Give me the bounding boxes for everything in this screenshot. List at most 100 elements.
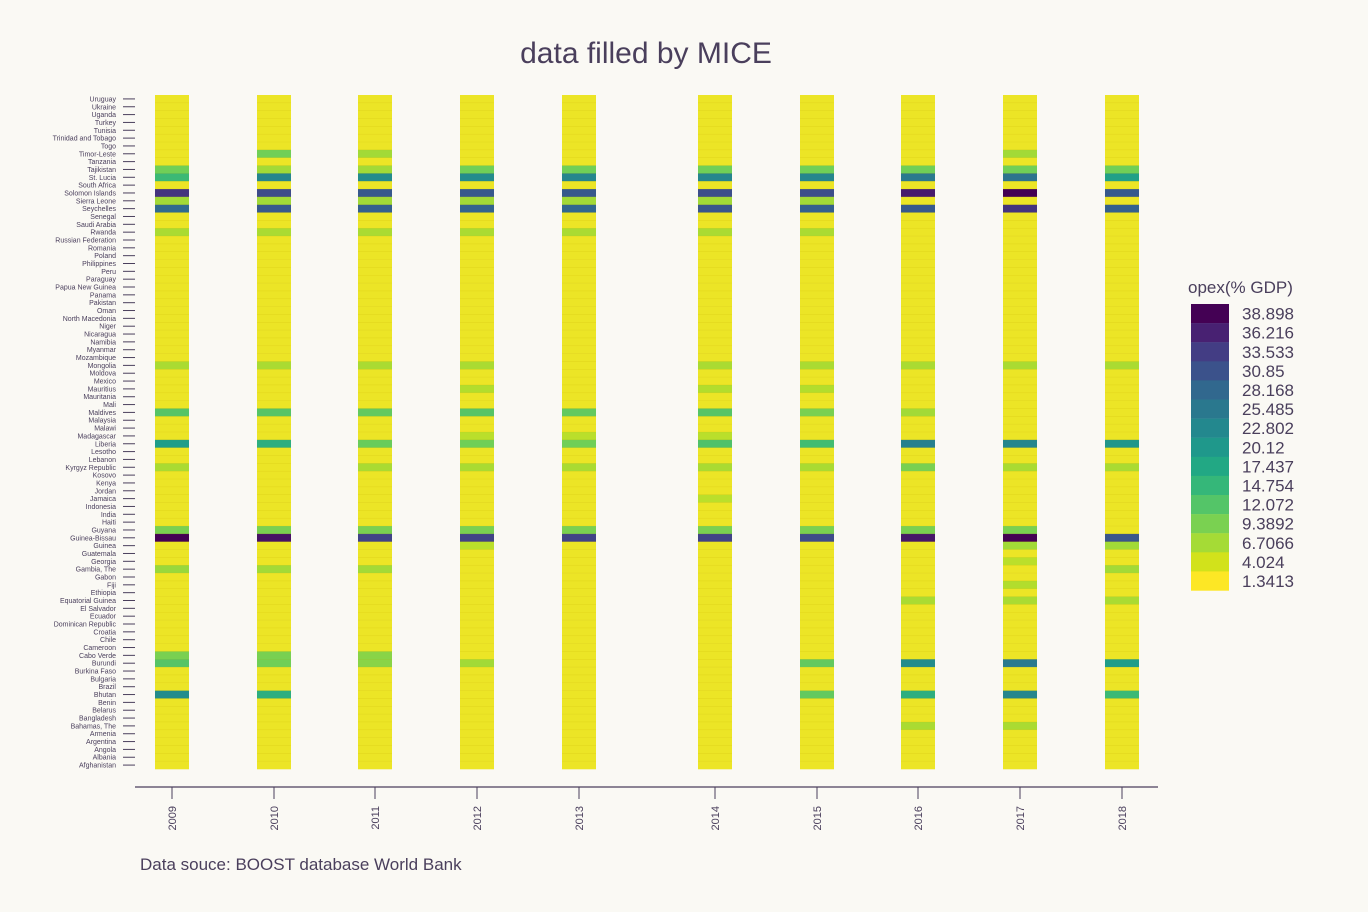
heatmap-cell: [698, 377, 732, 386]
heatmap-cell: [460, 510, 494, 519]
heatmap-cell: [698, 126, 732, 135]
heatmap-cell: [901, 408, 935, 417]
heatmap-cell: [257, 330, 291, 339]
heatmap-cell: [460, 690, 494, 699]
heatmap-cell: [562, 196, 596, 206]
legend-tick-label: 20.12: [1242, 438, 1285, 457]
heatmap-cell: [800, 659, 834, 668]
heatmap-cell: [800, 392, 834, 401]
heatmap-cell: [562, 588, 596, 597]
heatmap-cell: [460, 541, 494, 550]
heatmap-cell: [460, 518, 494, 527]
heatmap-cell: [460, 502, 494, 511]
heatmap-cell: [901, 620, 935, 629]
heatmap-cell: [1105, 698, 1139, 707]
heatmap-cell: [1105, 549, 1139, 558]
heatmap-cell: [1105, 400, 1139, 409]
heatmap-cell: [1003, 424, 1037, 433]
heatmap-cell: [1003, 674, 1037, 684]
heatmap-cell: [1105, 142, 1139, 151]
heatmap-cell: [800, 612, 834, 621]
heatmap-cell: [901, 573, 935, 582]
legend-swatch: [1191, 342, 1229, 362]
heatmap-cell: [1105, 604, 1139, 613]
heatmap-cell: [800, 651, 834, 660]
heatmap-cell: [1003, 486, 1037, 495]
heatmap-cell: [698, 173, 732, 182]
heatmap-cell: [460, 251, 494, 260]
heatmap-cell: [562, 471, 596, 480]
heatmap-cell: [800, 416, 834, 425]
heatmap-cell: [698, 181, 732, 190]
heatmap-cell: [460, 643, 494, 652]
heatmap-cell: [800, 479, 834, 488]
heatmap-cell: [562, 729, 596, 738]
y-tick-label: North Macedonia: [63, 316, 116, 323]
heatmap-cell: [1003, 283, 1037, 292]
heatmap-cell: [800, 173, 834, 182]
heatmap-cell: [562, 651, 596, 660]
heatmap-cell: [155, 345, 189, 354]
heatmap-cell: [562, 369, 596, 378]
heatmap-cell: [562, 283, 596, 292]
heatmap-cell: [1105, 573, 1139, 582]
heatmap-cell: [257, 118, 291, 127]
heatmap-cell: [1003, 345, 1037, 354]
heatmap-cell: [358, 721, 392, 731]
heatmap-cell: [358, 118, 392, 127]
legend-tick-label: 28.168: [1242, 381, 1294, 400]
legend-swatch: [1191, 495, 1229, 515]
heatmap-cell: [1003, 643, 1037, 652]
heatmap-cell: [901, 627, 935, 637]
heatmap-cell: [800, 714, 834, 723]
heatmap-cell: [358, 392, 392, 401]
y-tick-label: El Salvador: [80, 606, 116, 613]
heatmap-cell: [698, 95, 732, 104]
heatmap-cell: [800, 502, 834, 511]
heatmap-cell: [1003, 502, 1037, 511]
y-tick-label: Gambia, The: [76, 567, 116, 574]
heatmap-cell: [1003, 627, 1037, 637]
heatmap-cell: [257, 173, 291, 182]
heatmap-cell: [155, 494, 189, 503]
heatmap-cell: [698, 330, 732, 339]
x-tick-label: 2014: [710, 806, 722, 830]
heatmap-cell: [698, 721, 732, 731]
heatmap-cell: [358, 729, 392, 738]
heatmap-cell: [1003, 126, 1037, 135]
heatmap-cell: [698, 588, 732, 597]
heatmap-cell: [358, 337, 392, 347]
heatmap-cell: [698, 322, 732, 331]
heatmap-cell: [901, 596, 935, 605]
heatmap-cell: [901, 337, 935, 347]
heatmap-cell: [1003, 306, 1037, 315]
heatmap-cell: [1003, 635, 1037, 644]
heatmap-cell: [155, 267, 189, 276]
heatmap-cell: [155, 408, 189, 417]
heatmap-cell: [698, 204, 732, 213]
heatmap-cell: [358, 361, 392, 370]
heatmap-cell: [901, 651, 935, 660]
legend-tick-label: 6.7066: [1242, 534, 1294, 553]
heatmap-cell: [901, 290, 935, 300]
row-separators: [155, 102, 1139, 762]
chart-title: data filled by MICE: [520, 37, 772, 70]
heatmap-cell: [155, 181, 189, 190]
heatmap-cell: [1105, 314, 1139, 323]
heatmap-cell: [1105, 181, 1139, 190]
y-tick-label: Jamaica: [90, 496, 116, 503]
y-tick-label: Poland: [94, 253, 116, 260]
heatmap-cell: [901, 181, 935, 190]
heatmap-cell: [257, 220, 291, 229]
y-tick-label: Bulgaria: [90, 676, 116, 683]
heatmap-cell: [562, 721, 596, 731]
heatmap-cell: [901, 165, 935, 174]
y-tick-label: Tanzania: [88, 159, 116, 166]
heatmap-cell: [698, 369, 732, 378]
y-tick-label: Dominican Republic: [54, 622, 117, 629]
heatmap-cell: [698, 345, 732, 354]
legend-swatch: [1191, 475, 1229, 496]
heatmap-cell: [460, 682, 494, 691]
heatmap-cell: [800, 298, 834, 307]
heatmap-cell: [698, 698, 732, 707]
